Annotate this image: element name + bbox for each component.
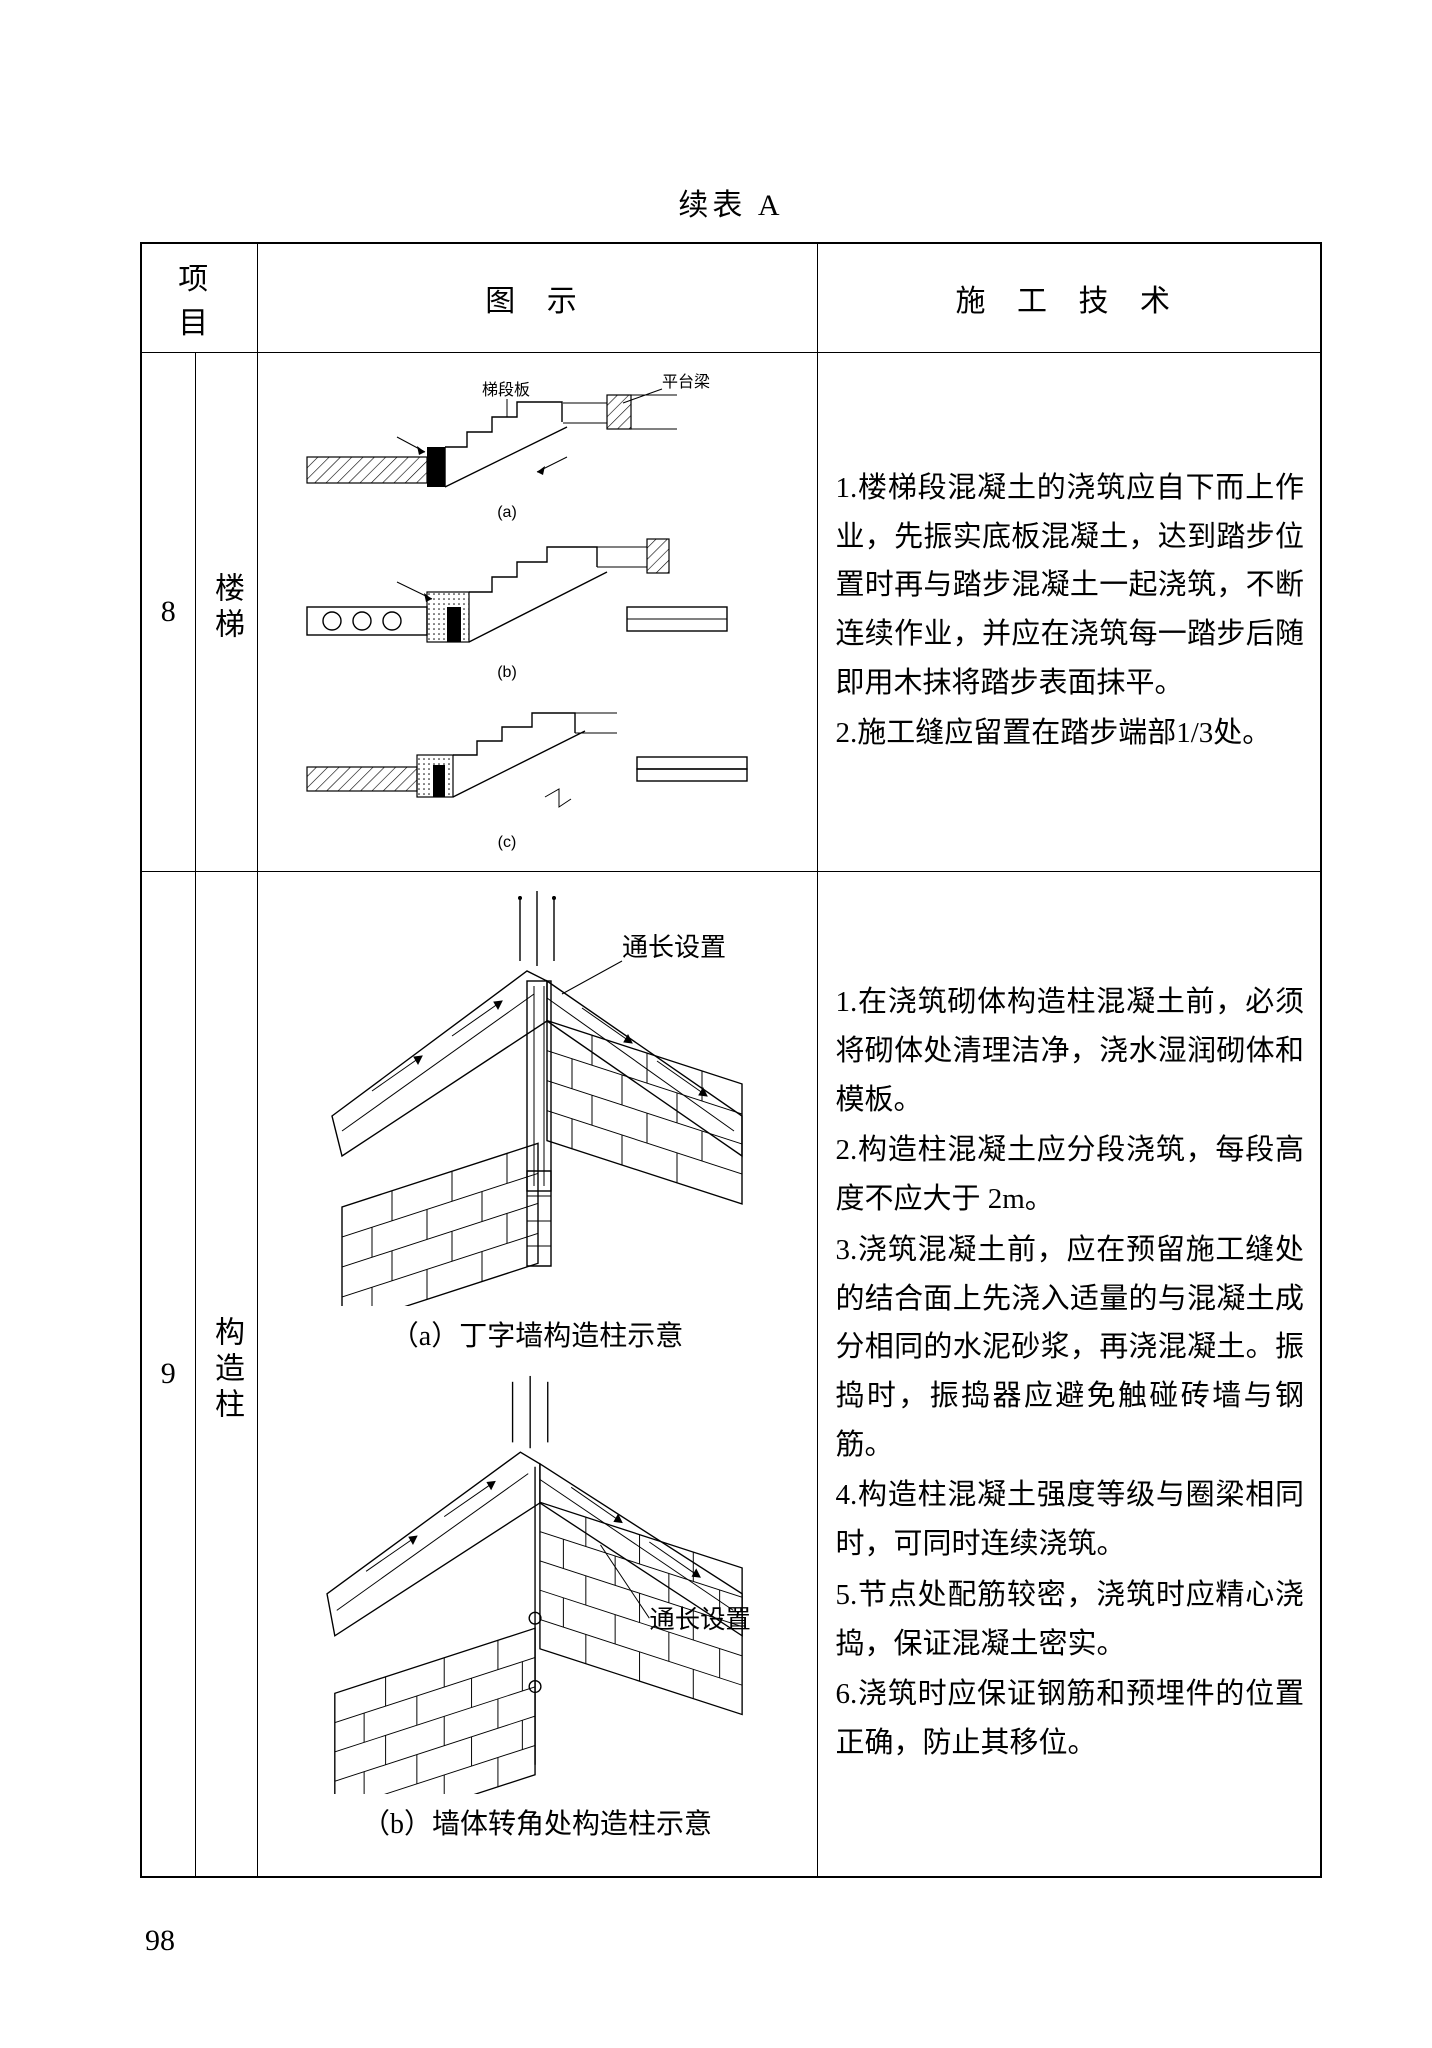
beam-label: 平台梁 [662,373,710,391]
figure-caption-a: （a）丁字墙构造柱示意 [268,1314,807,1354]
t-wall-diagram-icon: 通长设置 [302,886,772,1306]
corner-wall-diagram-icon: 通长设置 [302,1374,772,1794]
tech-text: 2.构造柱混凝土应分段浇筑，每段高度不应大于 2m。 [836,1126,1305,1223]
sublabel-c: (c) [498,834,517,851]
item-label: 楼梯 [204,572,248,644]
sublabel-a: (a) [497,504,517,521]
slab-label: 梯段板 [482,381,530,399]
row-item: 楼梯 [195,353,257,872]
staircase-diagram-icon: 平台梁 梯段板 (a) [287,367,787,857]
table-row: 9 构造柱 [141,872,1321,1878]
table-row: 8 楼梯 [141,353,1321,872]
tech-text: 1.在浇筑砌体构造柱混凝土前，必须将砌体处清理洁净，浇水湿润砌体和模板。 [836,978,1305,1124]
row-item: 构造柱 [195,872,257,1878]
page-number: 98 [145,1924,175,1958]
table-title: 续表 A [140,180,1322,224]
row-number: 8 [141,353,195,872]
technique-cell: 1.在浇筑砌体构造柱混凝土前，必须将砌体处清理洁净，浇水湿润砌体和模板。 2.构… [817,872,1321,1878]
technique-cell: 1.楼梯段混凝土的浇筑应自下而上作业，先振实底板混凝土，达到踏步位置时再与踏步混… [817,353,1321,872]
main-table: 项 目 图 示 施 工 技 术 8 楼梯 [140,242,1322,1878]
tech-text: 5.节点处配筋较密，浇筑时应精心浇捣，保证混凝土密实。 [836,1571,1305,1668]
sublabel-b: (b) [497,664,517,681]
tech-text: 2.施工缝应留置在踏步端部1/3处。 [836,709,1305,758]
tech-text: 3.浇筑混凝土前，应在预留施工缝处的结合面上先浇入适量的与混凝土成分相同的水泥砂… [836,1226,1305,1470]
table-header-row: 项 目 图 示 施 工 技 术 [141,243,1321,353]
tech-text: 6.浇筑时应保证钢筋和预埋件的位置正确，防止其移位。 [836,1670,1305,1767]
page: 续表 A 项 目 图 示 施 工 技 术 8 楼梯 [0,0,1432,2048]
header-item: 项 目 [141,243,257,353]
figure-cell-column: 通长设置 [257,872,817,1878]
figure-cell-stairs: 平台梁 梯段板 (a) [257,353,817,872]
figure-caption-b: （b）墙体转角处构造柱示意 [268,1802,807,1842]
tech-text: 1.楼梯段混凝土的浇筑应自下而上作业，先振实底板混凝土，达到踏步位置时再与踏步混… [836,464,1305,708]
tech-text: 4.构造柱混凝土强度等级与圈梁相同时，可同时连续浇筑。 [836,1471,1305,1568]
header-technique: 施 工 技 术 [817,243,1321,353]
item-label: 构造柱 [204,1316,248,1424]
row-number: 9 [141,872,195,1878]
through-label: 通长设置 [622,933,726,962]
header-figure: 图 示 [257,243,817,353]
through-label-b: 通长设置 [649,1606,750,1634]
